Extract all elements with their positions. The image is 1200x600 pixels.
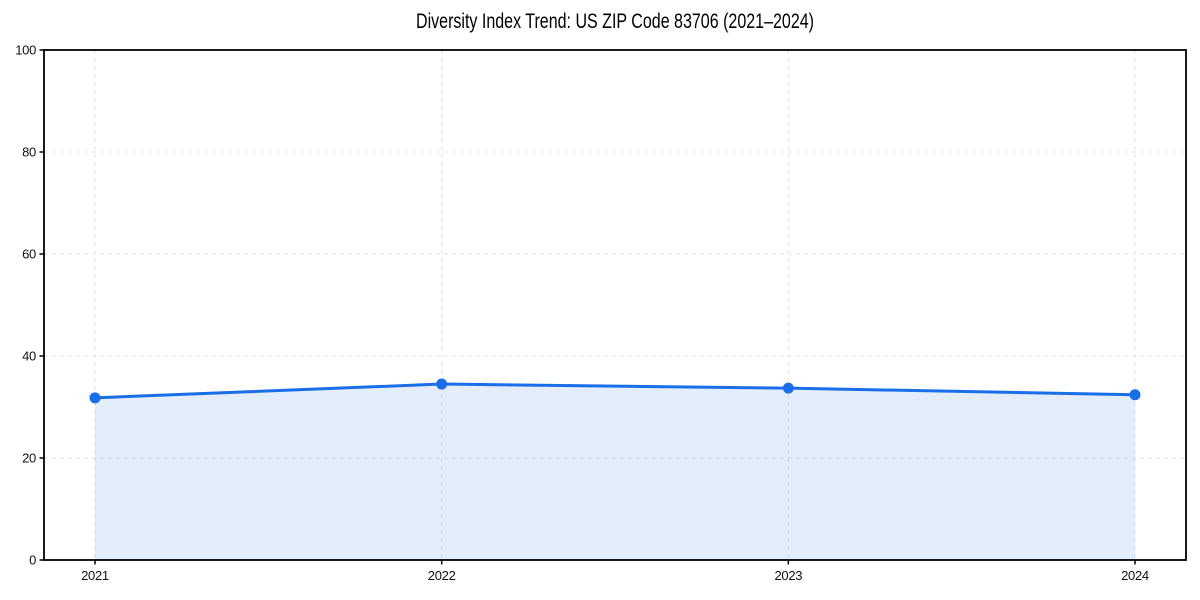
- y-axis-tick-label: 100: [15, 43, 36, 58]
- series-layer: [89, 378, 1141, 560]
- data-point-marker: [436, 378, 448, 390]
- y-axis-tick-label: 20: [22, 451, 36, 466]
- axis-ticks: [39, 49, 1136, 565]
- trend-line: [93, 382, 1137, 400]
- y-axis-tick-label: 80: [22, 145, 36, 160]
- plot-border: [43, 49, 1187, 561]
- x-axis-tick-label: 2024: [1121, 568, 1149, 583]
- x-axis-tick-label: 2023: [774, 568, 802, 583]
- axis-tick-labels: 0 20 40 60 80 100 2021 2022 2023 2024: [15, 43, 1149, 584]
- data-point-marker: [782, 382, 794, 394]
- area-fill: [95, 384, 1135, 560]
- chart-title: Diversity Index Trend: US ZIP Code 83706…: [416, 10, 814, 33]
- axes-spines: [43, 49, 1187, 561]
- y-axis-tick-label: 40: [22, 349, 36, 364]
- y-axis-tick-label: 60: [22, 247, 36, 262]
- data-point-marker: [89, 392, 101, 404]
- x-axis-tick-label: 2022: [428, 568, 456, 583]
- x-axis-tick-label: 2021: [81, 568, 109, 583]
- data-point-marker: [1129, 389, 1141, 401]
- y-axis-tick-label: 0: [29, 553, 36, 568]
